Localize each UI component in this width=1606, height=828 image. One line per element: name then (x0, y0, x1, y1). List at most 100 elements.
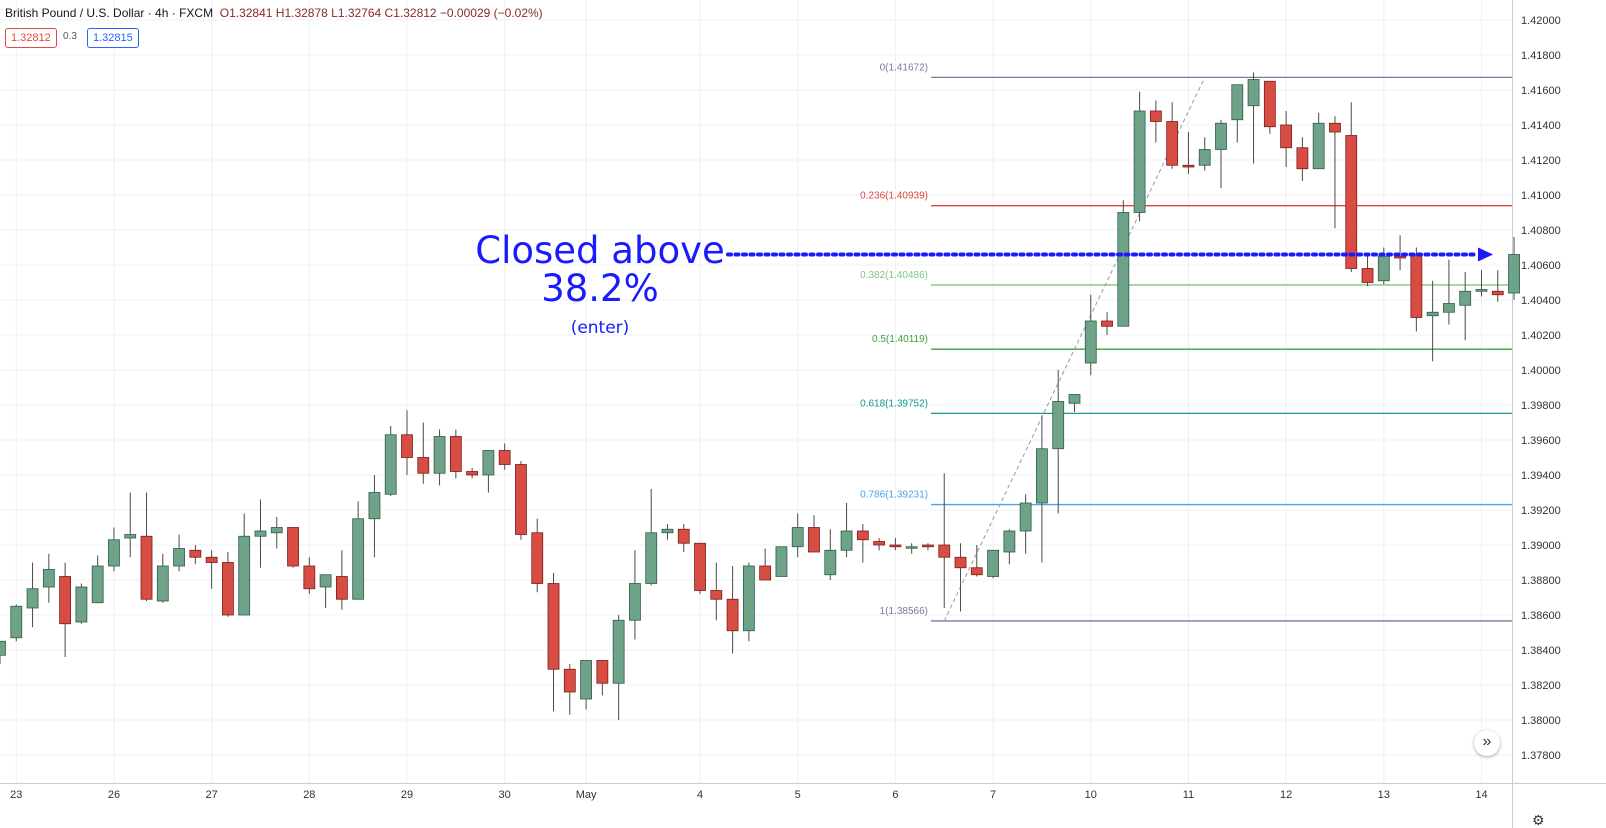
candle-body (156, 565, 169, 602)
price-tick-label: 1.39200 (1521, 505, 1561, 517)
candle-body (563, 668, 576, 693)
symbol-title[interactable]: British Pound / U.S. Dollar · 4h · FXCM (5, 6, 214, 20)
date-tick-label: May (576, 789, 597, 801)
candle-body (1101, 320, 1113, 327)
candle-body (938, 544, 951, 558)
candle-body (42, 569, 55, 588)
sell-price-button[interactable]: 1.32812 (5, 28, 57, 48)
date-tick-label: 13 (1378, 789, 1390, 801)
candle-body (287, 527, 299, 567)
price-tick-label: 1.38000 (1521, 715, 1561, 727)
candle-body (1166, 121, 1179, 166)
candle-body (319, 574, 332, 588)
scroll-to-realtime-button[interactable]: » (1474, 730, 1500, 756)
candle-body (401, 434, 413, 458)
candle-body (189, 549, 202, 558)
candle-body (905, 546, 918, 549)
candle-body (0, 640, 6, 656)
date-tick-label: 27 (206, 789, 218, 801)
annotation-arrow-head (1478, 247, 1493, 262)
candle-body (1280, 124, 1293, 149)
candle-body (124, 534, 137, 539)
fib-level-label: 1(1.38566) (880, 606, 928, 617)
candle-body (1117, 212, 1130, 327)
candle-body (661, 528, 674, 534)
price-tick-label: 1.39800 (1521, 400, 1561, 412)
date-tick-label: 23 (10, 789, 22, 801)
date-tick-label: 26 (108, 789, 120, 801)
date-tick-label: 6 (892, 789, 898, 801)
candle-body (1426, 311, 1439, 317)
candle-body (726, 598, 739, 632)
annotation-title: Closed above 38.2% (470, 232, 730, 308)
price-tick-label: 1.38400 (1521, 645, 1561, 657)
fib-level-label: 0.786(1.39231) (860, 490, 928, 501)
price-tick-label: 1.40400 (1521, 295, 1561, 307)
candle-body (612, 619, 625, 684)
candle-body (922, 544, 934, 548)
candle-body (889, 544, 902, 548)
annotation-line3: (enter) (570, 318, 630, 338)
ohlc-readout: O1.32841 H1.32878 L1.32764 C1.32812 −0.0… (219, 6, 543, 20)
candle-body (1231, 84, 1244, 121)
candle-body (433, 436, 446, 474)
candle-body (1394, 255, 1406, 259)
candle-body (1312, 122, 1325, 170)
candle-body (222, 562, 234, 616)
fib-level-label: 0(1.41672) (880, 62, 928, 73)
candle-body (384, 434, 397, 495)
candle-body (1443, 303, 1455, 313)
date-tick-label: 10 (1085, 789, 1097, 801)
candle-body (140, 535, 153, 600)
candle-body (1133, 110, 1146, 213)
settings-gear-icon[interactable]: ⚙ (1532, 812, 1545, 828)
date-tick-label: 12 (1280, 789, 1292, 801)
double-chevron-right-icon: » (1482, 733, 1492, 750)
candle-body (1296, 147, 1309, 170)
candle-body (580, 660, 592, 700)
price-tick-label: 1.38800 (1521, 575, 1561, 587)
candle-body (954, 556, 967, 569)
fib-level-label: 0.618(1.39752) (860, 398, 928, 409)
price-tick-label: 1.38600 (1521, 610, 1561, 622)
candle-body (629, 583, 641, 621)
candle-body (840, 530, 853, 551)
price-tick-label: 1.40200 (1521, 330, 1561, 342)
price-tick-label: 1.41000 (1521, 190, 1561, 202)
candle-body (352, 518, 365, 600)
candle-body (808, 527, 820, 553)
fib-level-label: 0.236(1.40939) (860, 191, 928, 202)
candle-body (1475, 289, 1488, 292)
candle-body (970, 567, 983, 576)
candle-body (10, 605, 23, 639)
spread-value: 0.3 (63, 31, 77, 42)
candle-body (75, 586, 88, 623)
candle-body (108, 539, 120, 567)
candle-body (270, 527, 283, 534)
candle-body (303, 565, 316, 590)
date-tick-label: 5 (795, 789, 801, 801)
candle-body (205, 556, 218, 563)
candle-body (1508, 254, 1520, 294)
candle-body (59, 576, 72, 625)
candle-body (596, 660, 609, 684)
candle-body (1036, 448, 1048, 504)
price-tick-label: 1.40800 (1521, 225, 1561, 237)
candle-body (1182, 164, 1195, 168)
price-tick-label: 1.41400 (1521, 120, 1561, 132)
date-tick-label: 30 (499, 789, 511, 801)
candle-body (856, 530, 869, 541)
buy-price-button[interactable]: 1.32815 (87, 28, 139, 48)
candle-body (759, 565, 772, 581)
candle-body (1052, 401, 1065, 450)
candle-body (238, 535, 251, 616)
candle-body (1410, 254, 1423, 318)
candle-body (1215, 122, 1227, 150)
candle-body (498, 450, 511, 465)
date-tick-label: 28 (303, 789, 315, 801)
candle-body (1068, 394, 1081, 404)
candle-body (531, 532, 544, 584)
candle-body (466, 471, 479, 476)
price-tick-label: 1.41600 (1521, 85, 1561, 97)
